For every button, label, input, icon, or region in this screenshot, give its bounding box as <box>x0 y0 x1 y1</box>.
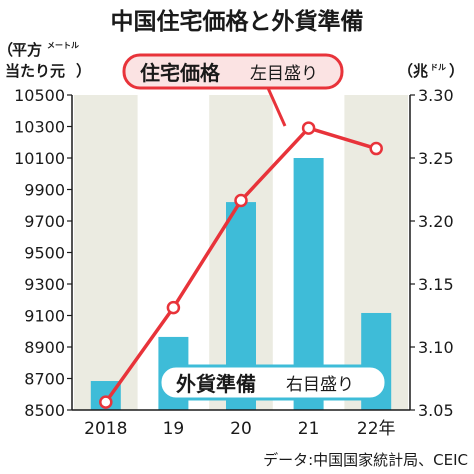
line-series-axis-note: 左目盛り <box>250 64 318 84</box>
left-tick-label: 8500 <box>24 401 65 420</box>
right-tick-label: 3.05 <box>418 401 454 420</box>
left-tick-label: 9100 <box>24 307 65 326</box>
right-axis-unit-open: （ <box>398 62 413 80</box>
left-axis-unit-line1: 平方 <box>12 41 42 59</box>
left-tick-label: 9300 <box>24 275 65 294</box>
line-point <box>234 193 248 208</box>
category-band <box>74 95 138 410</box>
right-tick-label: 3.20 <box>418 212 454 231</box>
bar-series-axis-note: 右目盛り <box>286 375 354 395</box>
line-point <box>166 300 181 315</box>
right-axis-unit-small: ドル <box>430 63 446 72</box>
right-tick-label: 3.10 <box>418 338 454 357</box>
line-point <box>99 395 113 409</box>
right-axis-unit-close: ） <box>449 62 464 80</box>
line-label-leader <box>266 87 287 127</box>
left-tick-label: 8900 <box>24 338 65 357</box>
left-tick-label: 9500 <box>24 244 65 263</box>
right-axis-unit-main: 兆 <box>413 62 428 80</box>
x-tick-label: 2018 <box>84 419 127 439</box>
chart-title: 中国住宅価格と外貨準備 <box>111 8 364 35</box>
right-tick-label: 3.25 <box>418 149 454 168</box>
left-tick-label: 8700 <box>24 370 65 389</box>
x-tick-label: 19 <box>163 419 185 439</box>
right-tick-label: 3.30 <box>418 86 454 105</box>
source-note: データ:中国国家統計局、CEIC <box>263 451 468 469</box>
left-tick-label: 10500 <box>14 86 65 105</box>
bar-series-name: 外貨準備 <box>176 372 256 396</box>
left-tick-label: 10100 <box>14 149 65 168</box>
bar-series-label-box <box>158 364 388 401</box>
left-tick-label: 10300 <box>14 118 65 137</box>
x-tick-label: 22年 <box>357 419 396 439</box>
line-point <box>369 141 383 156</box>
line-series-label-box <box>122 53 344 90</box>
x-tick-label: 20 <box>230 419 252 439</box>
x-tick-label: 21 <box>298 419 320 439</box>
right-tick-label: 3.15 <box>418 275 454 294</box>
line-series-name: 住宅価格 <box>140 61 221 85</box>
left-axis-unit-open: （ <box>0 41 13 59</box>
line-point <box>301 121 316 135</box>
left-axis-unit-line2: 当たり元 <box>5 62 65 80</box>
left-axis-unit-line1-small: メートル <box>47 41 79 50</box>
left-tick-label: 9700 <box>24 212 65 231</box>
left-tick-label: 9900 <box>24 181 65 200</box>
left-axis-unit-close: ） <box>76 62 91 80</box>
